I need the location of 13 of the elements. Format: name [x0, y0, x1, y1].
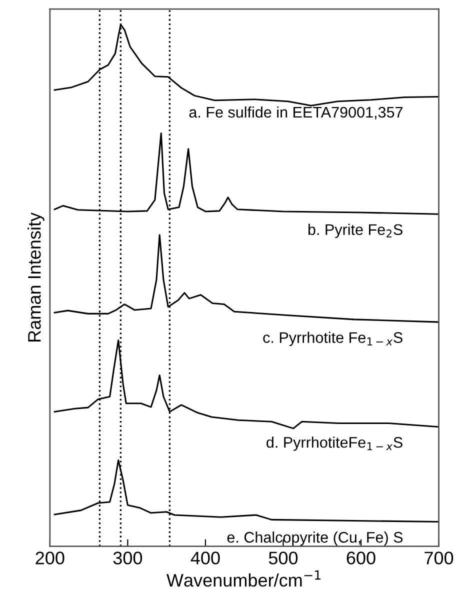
x-axis-title: Wavenumber/cm$^{−1}$	[166, 570, 321, 587]
x-tick-label: 400	[190, 552, 220, 564]
series-label: c. Pyrrhotite Fe$_{1−x}$S	[263, 332, 402, 346]
series-label: a. Fe sulfide in EETA79001,357	[189, 106, 403, 120]
x-tick-label: 600	[346, 552, 376, 564]
x-tick-label: 200	[36, 552, 64, 564]
series-label: e. Chalcopyrite (Cu, Fe) S	[227, 532, 403, 546]
series-label: b. Pyrite Fe$_{2}$S	[308, 224, 402, 238]
x-tick-label: 300	[113, 552, 142, 564]
x-tick-label: 500	[268, 552, 298, 564]
series-label: d. PyrrhotiteFe$_{1−x}$S	[266, 436, 402, 451]
x-tick-label: 700	[424, 552, 454, 564]
y-axis-title: Raman Intensity	[28, 212, 44, 342]
